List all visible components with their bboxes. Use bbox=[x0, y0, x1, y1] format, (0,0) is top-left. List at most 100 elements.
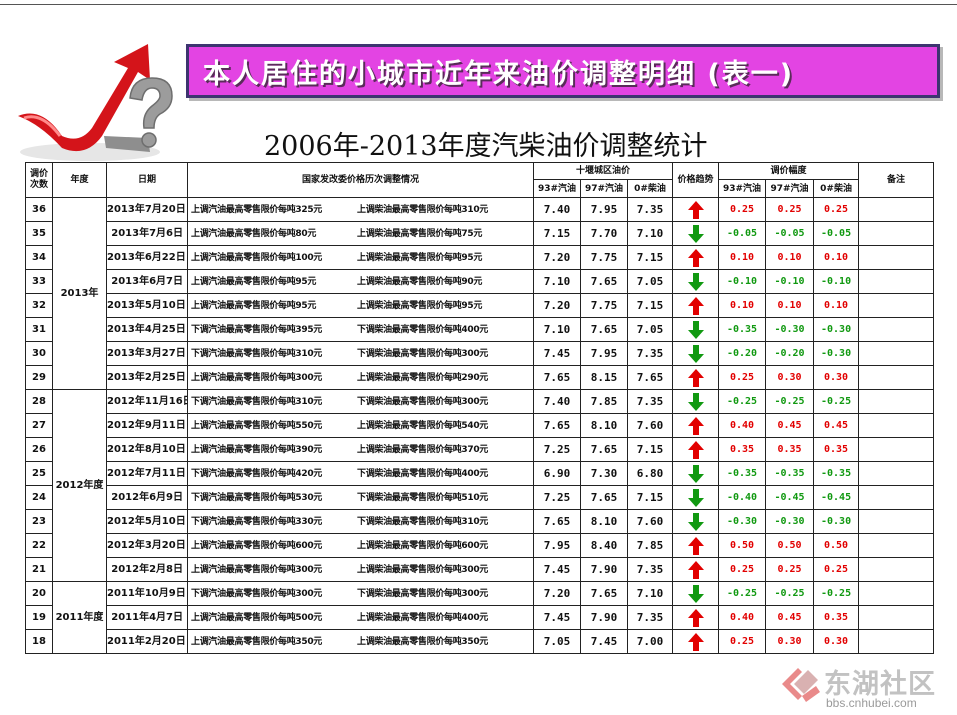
price-97-cell: 7.65 bbox=[580, 437, 628, 462]
price-97-cell: 8.40 bbox=[580, 533, 628, 558]
price-93-cell: 7.40 bbox=[533, 389, 581, 414]
table-row: 24 2012年6月9日 下调汽油最高零售限价每吨530元 下调柴油最高零售限价每吨5… bbox=[25, 485, 935, 510]
change-0-cell: -0.25 bbox=[813, 581, 860, 606]
change-97-cell: -0.10 bbox=[765, 269, 815, 294]
note-cell bbox=[858, 365, 935, 390]
price-93-cell: 7.65 bbox=[533, 365, 581, 390]
adjust-count-cell: 36 bbox=[25, 197, 53, 222]
header-price-0: 0#柴油 bbox=[626, 179, 674, 198]
trend-up-arrow-icon bbox=[687, 249, 704, 267]
change-97-cell: 0.45 bbox=[765, 413, 815, 438]
gasoline-adjustment-text: 上调汽油最高零售限价每吨550元 bbox=[191, 420, 322, 431]
table-row: 35 2013年7月6日 上调汽油最高零售限价每吨80元 上调柴油最高零售限价每吨75… bbox=[25, 221, 935, 246]
price-0-cell: 7.15 bbox=[626, 485, 674, 510]
note-cell bbox=[858, 245, 935, 270]
table-row: 22 2012年3月20日 上调汽油最高零售限价每吨600元 上调柴油最高零售限价每吨… bbox=[25, 533, 935, 558]
change-93-cell: -0.40 bbox=[718, 485, 767, 510]
adjust-count-cell: 23 bbox=[25, 509, 53, 534]
note-cell bbox=[858, 581, 935, 606]
gasoline-adjustment-text: 下调汽油最高零售限价每吨310元 bbox=[191, 396, 322, 407]
price-97-cell: 7.45 bbox=[580, 629, 628, 654]
price-0-cell: 7.60 bbox=[626, 413, 674, 438]
diesel-adjustment-text: 下调柴油最高零售限价每吨400元 bbox=[357, 468, 488, 479]
diesel-adjustment-text: 上调柴油最高零售限价每吨300元 bbox=[357, 564, 488, 575]
date-cell: 2013年6月22日 bbox=[106, 245, 188, 270]
adjustment-cell: 上调汽油最高零售限价每吨95元 上调柴油最高零售限价每吨90元 bbox=[187, 269, 534, 294]
change-97-cell: 0.45 bbox=[765, 605, 815, 630]
adjust-count-cell: 21 bbox=[25, 557, 53, 582]
trend-cell bbox=[672, 461, 720, 486]
trend-cell bbox=[672, 269, 720, 294]
adjust-count-cell: 20 bbox=[25, 581, 53, 606]
adjust-count-cell: 27 bbox=[25, 413, 53, 438]
price-97-cell: 8.10 bbox=[580, 509, 628, 534]
change-97-cell: 0.35 bbox=[765, 437, 815, 462]
change-97-cell: -0.35 bbox=[765, 461, 815, 486]
adjustment-cell: 下调汽油最高零售限价每吨420元 下调柴油最高零售限价每吨400元 bbox=[187, 461, 534, 486]
date-cell: 2013年5月10日 bbox=[106, 293, 188, 318]
trend-cell bbox=[672, 557, 720, 582]
adjust-count-cell: 35 bbox=[25, 221, 53, 246]
price-93-cell: 7.45 bbox=[533, 605, 581, 630]
note-cell bbox=[858, 293, 935, 318]
price-93-cell: 6.90 bbox=[533, 461, 581, 486]
note-cell bbox=[858, 485, 935, 510]
gasoline-adjustment-text: 下调汽油最高零售限价每吨310元 bbox=[191, 348, 322, 359]
adjustment-cell: 下调汽油最高零售限价每吨310元 下调柴油最高零售限价每吨300元 bbox=[187, 341, 534, 366]
price-93-cell: 7.95 bbox=[533, 533, 581, 558]
note-cell bbox=[858, 269, 935, 294]
watermark-text: 东湖社区 bbox=[824, 669, 936, 700]
date-cell: 2012年5月10日 bbox=[106, 509, 188, 534]
price-0-cell: 7.05 bbox=[626, 269, 674, 294]
trend-down-arrow-icon bbox=[687, 321, 704, 339]
note-cell bbox=[858, 533, 935, 558]
price-97-cell: 7.70 bbox=[580, 221, 628, 246]
date-cell: 2013年7月20日 bbox=[106, 197, 188, 222]
trend-down-arrow-icon bbox=[687, 273, 704, 291]
change-93-cell: 0.40 bbox=[718, 413, 767, 438]
price-0-cell: 7.15 bbox=[626, 293, 674, 318]
adjustment-cell: 上调汽油最高零售限价每吨300元 上调柴油最高零售限价每吨290元 bbox=[187, 365, 534, 390]
gasoline-adjustment-text: 上调汽油最高零售限价每吨325元 bbox=[191, 204, 322, 215]
diesel-adjustment-text: 下调柴油最高零售限价每吨310元 bbox=[357, 516, 488, 527]
change-93-cell: 0.10 bbox=[718, 245, 767, 270]
price-97-cell: 7.90 bbox=[580, 605, 628, 630]
note-cell bbox=[858, 317, 935, 342]
change-97-cell: -0.20 bbox=[765, 341, 815, 366]
adjustment-cell: 下调汽油最高零售限价每吨530元 下调柴油最高零售限价每吨510元 bbox=[187, 485, 534, 510]
adjust-count-cell: 25 bbox=[25, 461, 53, 486]
price-0-cell: 7.15 bbox=[626, 437, 674, 462]
price-93-cell: 7.10 bbox=[533, 317, 581, 342]
change-0-cell: 0.50 bbox=[813, 533, 860, 558]
price-0-cell: 7.35 bbox=[626, 389, 674, 414]
date-cell: 2013年3月27日 bbox=[106, 341, 188, 366]
change-0-cell: -0.45 bbox=[813, 485, 860, 510]
change-93-cell: -0.35 bbox=[718, 317, 767, 342]
change-97-cell: -0.30 bbox=[765, 317, 815, 342]
note-cell bbox=[858, 461, 935, 486]
diesel-adjustment-text: 上调柴油最高零售限价每吨600元 bbox=[357, 540, 488, 551]
header-change-0: 0#柴油 bbox=[813, 179, 860, 198]
change-93-cell: 0.40 bbox=[718, 605, 767, 630]
change-97-cell: 0.50 bbox=[765, 533, 815, 558]
table-row: 23 2012年5月10日 下调汽油最高零售限价每吨330元 下调柴油最高零售限价每吨… bbox=[25, 509, 935, 534]
change-93-cell: 0.35 bbox=[718, 437, 767, 462]
adjust-count-cell: 34 bbox=[25, 245, 53, 270]
price-97-cell: 7.65 bbox=[580, 317, 628, 342]
trend-down-arrow-icon bbox=[687, 585, 704, 603]
adjust-count-cell: 24 bbox=[25, 485, 53, 510]
adjust-count-cell: 33 bbox=[25, 269, 53, 294]
diesel-adjustment-text: 下调柴油最高零售限价每吨300元 bbox=[357, 588, 488, 599]
trend-cell bbox=[672, 629, 720, 654]
gasoline-adjustment-text: 上调汽油最高零售限价每吨390元 bbox=[191, 444, 322, 455]
price-97-cell: 7.65 bbox=[580, 485, 628, 510]
adjust-count-cell: 32 bbox=[25, 293, 53, 318]
year-cell: 2011年度 bbox=[52, 581, 107, 654]
price-0-cell: 7.10 bbox=[626, 221, 674, 246]
table-row: 34 2013年6月22日 上调汽油最高零售限价每吨100元 上调柴油最高零售限价每吨… bbox=[25, 245, 935, 270]
year-cell: 2013年 bbox=[52, 197, 107, 390]
trend-up-arrow-icon bbox=[687, 633, 704, 651]
gasoline-adjustment-text: 上调汽油最高零售限价每吨600元 bbox=[191, 540, 322, 551]
change-97-cell: -0.25 bbox=[765, 389, 815, 414]
diesel-adjustment-text: 上调柴油最高零售限价每吨310元 bbox=[357, 204, 488, 215]
